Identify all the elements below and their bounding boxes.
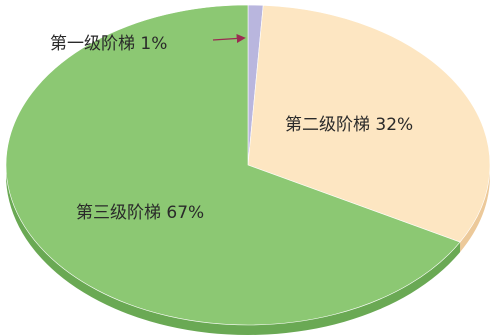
- pie-top-layer: [5, 4, 491, 326]
- pie-depth-layer: [6, 165, 490, 336]
- pie-side-level-2: [460, 165, 490, 253]
- pie-slice-level-2: [247, 5, 491, 243]
- pie-labels-layer: 第一级阶梯 1% 第二级阶梯 32% 第三级阶梯 67%: [50, 33, 413, 223]
- leader-arrow-level-1: [212, 33, 246, 44]
- pie-label-level-1: 第一级阶梯 1%: [50, 34, 167, 54]
- pie-label-level-3: 第三级阶梯 67%: [76, 203, 204, 223]
- pie-label-level-2: 第二级阶梯 32%: [285, 115, 413, 135]
- pie-slice-level-3: [5, 4, 461, 326]
